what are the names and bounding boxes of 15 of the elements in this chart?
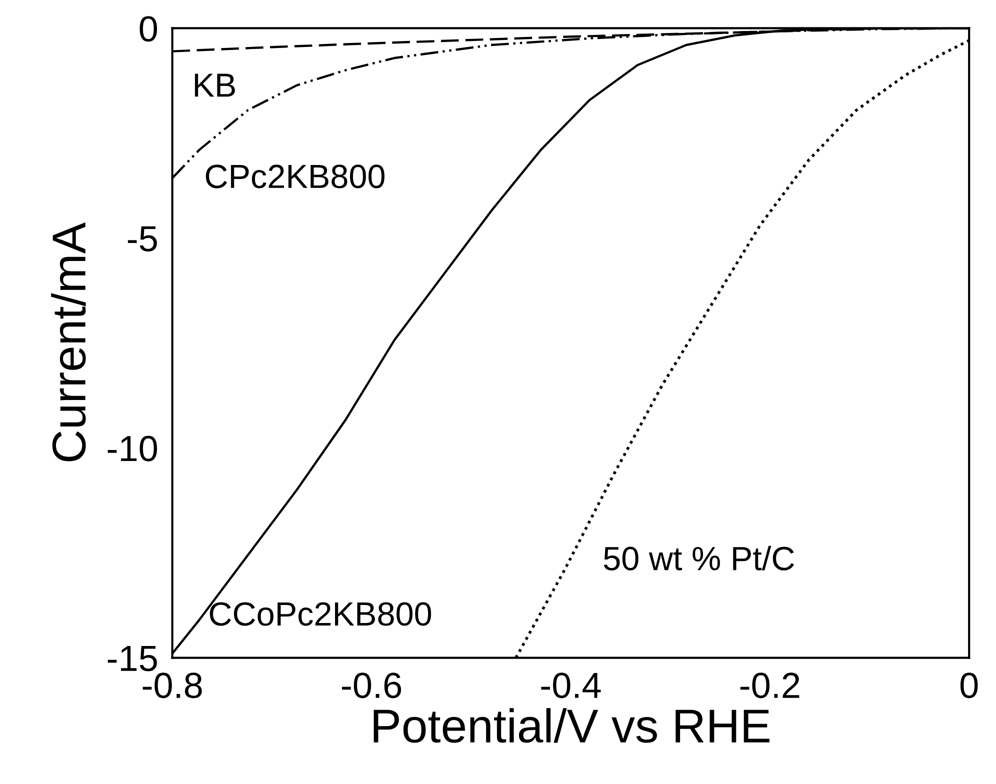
x-tick-label: -0.6 [342,672,402,698]
y-tick-label: 0 [140,16,158,42]
y-tick-label: -15 [108,646,157,672]
x-axis-title: Potential/V vs RHE [374,708,770,743]
x-tick-label: -0.4 [541,672,601,698]
y-axis-title: Current/mA [51,222,86,462]
x-tick-label: -0.8 [142,672,202,698]
y-tick-label: -10 [108,436,158,462]
annotation: 50 wt % Pt/C [604,546,794,570]
x-tick-label: -0.2 [740,672,800,698]
y-tick-label: -5 [128,226,157,252]
annotation: CPc2KB800 [206,164,384,188]
x-tick-label: 0 [960,672,978,698]
annotation: CCoPc2KB800 [210,602,432,626]
annotation: KB [194,74,235,97]
